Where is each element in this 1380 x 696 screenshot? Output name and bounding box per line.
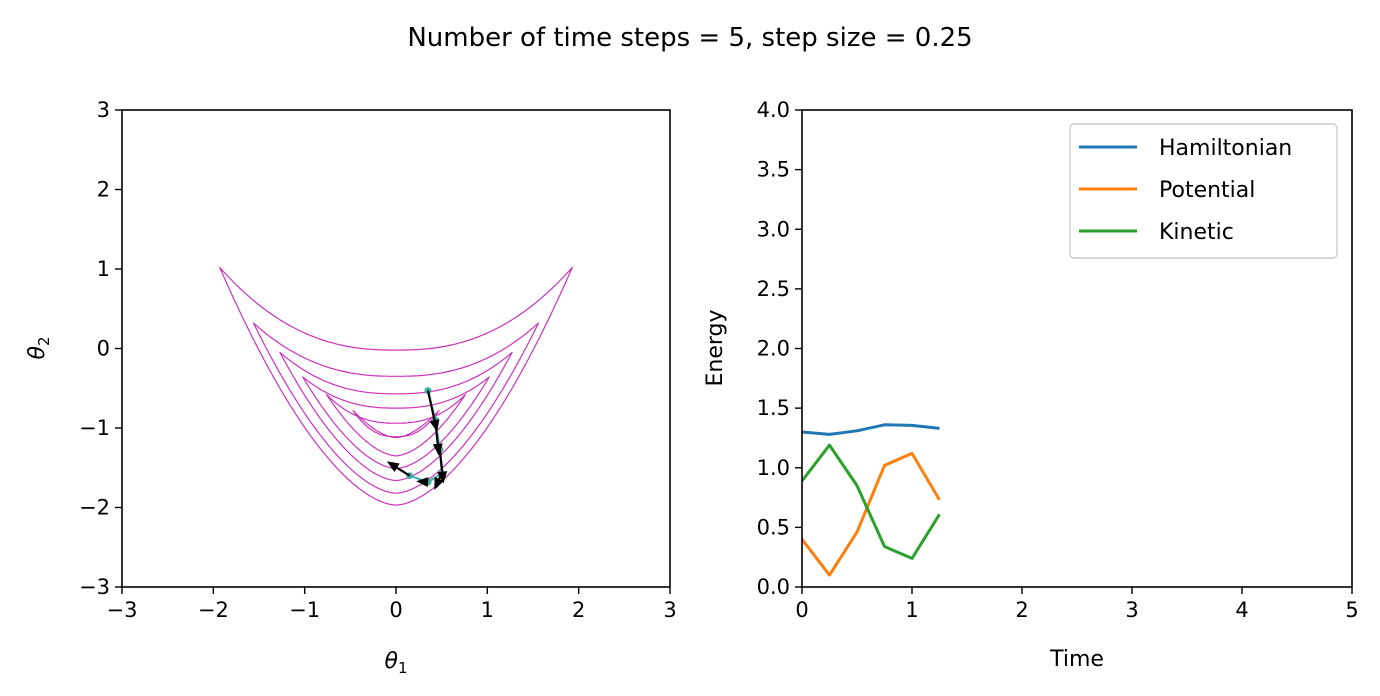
gradient-arrow-head (434, 477, 444, 491)
energy-ytick-label: 1.5 (757, 396, 790, 420)
energy-ylabel: Energy (703, 309, 728, 386)
energy-ytick-label: 0.5 (757, 515, 790, 539)
gradient-arrows (386, 390, 448, 491)
legend: Hamiltonian Potential Kinetic (1069, 123, 1338, 259)
legend-entry: Kinetic (1079, 220, 1234, 245)
energy-ytick-label: 3.5 (757, 158, 790, 182)
contour-ytick-label: −2 (79, 496, 110, 520)
contour-ytick-label: 2 (97, 178, 110, 202)
energy-xtick-label: 1 (905, 598, 918, 622)
contour-xtick-label: 0 (389, 598, 402, 622)
gradient-arrow-shaft (396, 466, 411, 477)
figure-title: Number of time steps = 5, step size = 0.… (407, 23, 972, 53)
contour-lines (219, 266, 573, 506)
legend-frame (1069, 123, 1338, 259)
contour-axes-frame (121, 109, 671, 588)
contour-ytick-label: −3 (79, 575, 110, 599)
trajectory (406, 387, 446, 486)
series-line-hamiltonian (801, 423, 940, 436)
gradient-arrow (416, 477, 429, 488)
legend-label: Hamiltonian (1159, 136, 1292, 161)
contour-xtick-label: −1 (289, 598, 320, 622)
gradient-arrow (386, 461, 411, 477)
contour-ytick-label: 3 (97, 98, 110, 122)
contour-xtick-label: 1 (481, 598, 494, 622)
energy-ytick-label: 2.0 (757, 337, 790, 361)
energy-xlabel: Time (1049, 647, 1104, 672)
contour-xtick-label: 3 (663, 598, 676, 622)
gradient-arrow-head (386, 461, 400, 472)
legend-entry: Hamiltonian (1079, 136, 1292, 161)
legend-label: Potential (1159, 178, 1255, 203)
contour-xtick-label: 2 (572, 598, 585, 622)
energy-ytick-label: 3.0 (757, 217, 790, 241)
energy-xtick-label: 3 (1125, 598, 1138, 622)
contour-ylabel-subscript: 2 (35, 336, 53, 346)
energy-ytick-label: 2.5 (757, 277, 790, 301)
gradient-arrow-head (432, 443, 443, 456)
gradient-arrow-shaft (426, 390, 436, 421)
contour-level-5 (326, 394, 466, 457)
series-line-potential (800, 451, 941, 577)
energy-ytick-label: 1.0 (757, 456, 790, 480)
contour-ticks: −3 −2 −1 0 1 2 3 −3 −2 −1 0 1 2 3 (79, 98, 677, 622)
contour-xtick-label: −3 (107, 598, 138, 622)
energy-ytick-label: 0.0 (757, 575, 790, 599)
gradient-arrow-head (429, 419, 440, 432)
series-line-kinetic (800, 443, 941, 560)
contour-xtick-label: −2 (198, 598, 229, 622)
legend-label: Kinetic (1159, 220, 1234, 245)
energy-xtick-label: 4 (1235, 598, 1248, 622)
energy-ticks: 0 1 2 3 4 5 0.0 0.5 1.0 1.5 2.0 2.5 3.0 3.5 4.0 (757, 98, 1359, 622)
gradient-arrow-head (416, 477, 429, 488)
gradient-arrow (426, 390, 440, 432)
gradient-arrow-head (437, 471, 448, 484)
contour-level-6 (352, 409, 440, 439)
energy-panel: 0 1 2 3 4 5 0.0 0.5 1.0 1.5 2.0 2.5 3.0 3.5 4.0 Time E… (703, 98, 1359, 672)
energy-xtick-label: 2 (1015, 598, 1028, 622)
energy-xtick-label: 5 (1345, 598, 1358, 622)
contour-level-2 (252, 322, 540, 494)
contour-level-3 (279, 351, 513, 482)
energy-ytick-label: 4.0 (757, 98, 790, 122)
contour-ytick-label: −1 (79, 416, 110, 440)
gradient-arrow-shaft (438, 449, 444, 472)
energy-lines (800, 423, 941, 577)
energy-xtick-label: 0 (795, 598, 808, 622)
legend-entry: Potential (1079, 178, 1255, 203)
contour-level-4 (302, 376, 490, 470)
contour-xlabel-subscript: 1 (398, 659, 408, 677)
contour-ytick-label: 1 (97, 257, 110, 281)
contour-level-1 (219, 266, 573, 506)
contour-ytick-label: 0 (97, 337, 110, 361)
contour-xlabel-symbol: θ (384, 649, 398, 674)
gradient-arrow (437, 449, 448, 484)
contour-xlabel: θ1 (384, 649, 407, 677)
contour-ylabel-symbol: θ (25, 346, 50, 360)
contour-ylabel: θ2 (25, 336, 53, 359)
